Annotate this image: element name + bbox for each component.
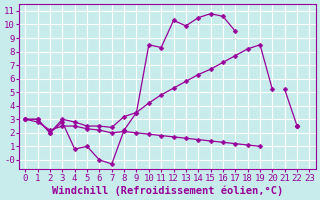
X-axis label: Windchill (Refroidissement éolien,°C): Windchill (Refroidissement éolien,°C) [52, 185, 283, 196]
